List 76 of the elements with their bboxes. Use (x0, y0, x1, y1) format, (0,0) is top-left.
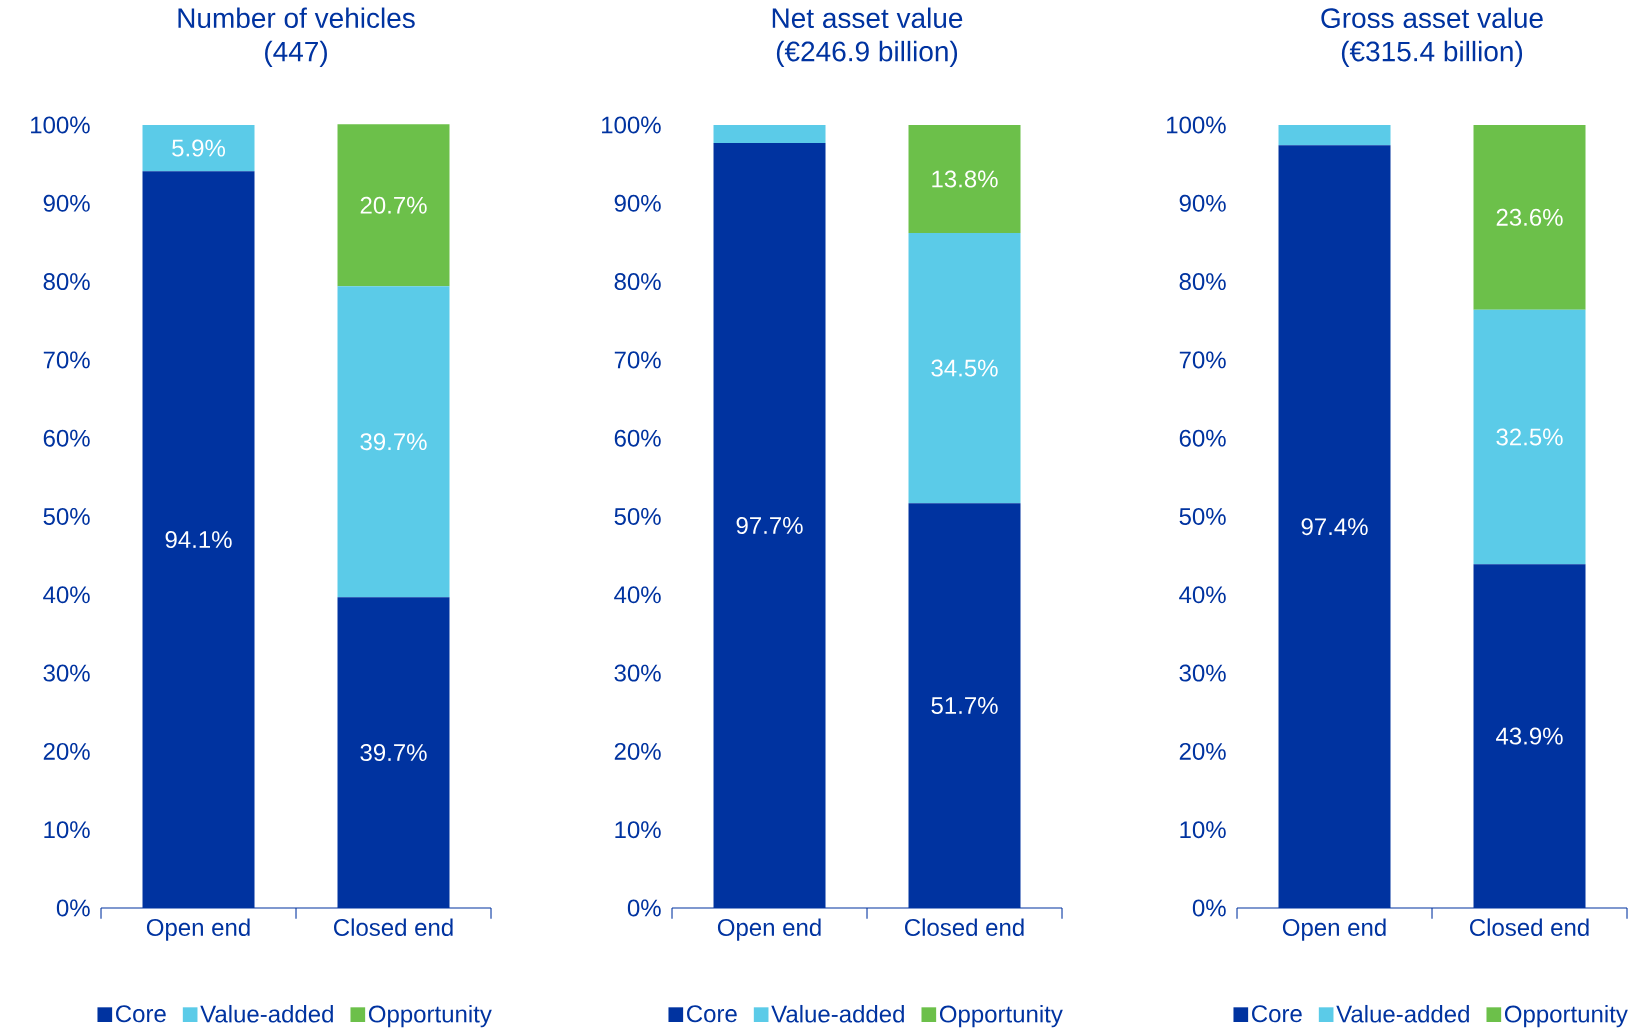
y-tick-label: 10% (615, 821, 661, 839)
data-label: 23.6% (1496, 208, 1563, 226)
data-label: 39.7% (360, 744, 427, 762)
y-tick-label: 100% (602, 116, 661, 134)
bar (337, 124, 450, 287)
y-tick-label: 80% (43, 273, 90, 291)
legend-label: Value-added (200, 1004, 333, 1023)
y-tick-label: 90% (43, 194, 90, 212)
y-tick-label: 50% (614, 507, 661, 525)
data-label: 51.7% (931, 697, 998, 715)
bar (1473, 124, 1586, 310)
y-tick-label: 60% (43, 429, 90, 447)
y-tick-label: 20% (1179, 742, 1226, 760)
legend-label: Opportunity (939, 1004, 1063, 1028)
data-label: 13.8% (932, 170, 998, 188)
chart-subtitle: (447) (265, 40, 327, 67)
y-tick-label: 30% (614, 664, 661, 682)
legend-label: Opportunity (368, 1004, 492, 1028)
y-tick-label: 70% (614, 351, 661, 369)
y-tick-label: 40% (614, 586, 661, 604)
y-tick-label: 60% (1179, 429, 1226, 447)
y-tick-label: 90% (1179, 194, 1226, 212)
chart-title: Number of vehicles (178, 7, 415, 29)
data-label: 5.9% (172, 139, 226, 157)
legend-label: Value-added (1336, 1004, 1469, 1023)
bar (1473, 309, 1586, 565)
data-label: 39.7% (360, 433, 427, 451)
y-tick-label: 100% (1167, 116, 1226, 134)
bar (142, 124, 255, 172)
y-tick-label: 20% (614, 742, 661, 760)
x-tick-label: Closed end (334, 918, 453, 936)
data-label: 34.5% (931, 359, 998, 377)
data-label: 32.5% (1496, 428, 1563, 446)
bar (908, 124, 1021, 234)
y-tick-label: 70% (1179, 351, 1226, 369)
legend-label: Opportunity (1504, 1004, 1628, 1028)
data-label: 20.7% (360, 196, 427, 214)
y-tick-label: 80% (1179, 273, 1226, 291)
y-tick-label: 60% (614, 429, 661, 447)
y-tick-label: 20% (43, 742, 90, 760)
legend-label: Core (1252, 1005, 1302, 1023)
legend-label: Value-added (771, 1004, 904, 1023)
data-label: 97.4% (1301, 518, 1368, 536)
y-tick-label: 40% (1179, 586, 1226, 604)
bar (337, 286, 450, 598)
chart-subtitle: (€315.4 billion) (1341, 40, 1523, 67)
y-tick-label: 30% (43, 664, 90, 682)
y-tick-label: 50% (43, 507, 90, 525)
legend-label: Core (687, 1005, 737, 1023)
y-tick-label: 50% (1179, 507, 1226, 525)
data-label: 97.7% (736, 516, 803, 534)
y-tick-label: 80% (614, 273, 661, 291)
data-label: 43.9% (1496, 727, 1563, 745)
data-label: 94.1% (165, 531, 232, 549)
y-tick-label: 10% (1180, 821, 1226, 839)
x-tick-label: Closed end (905, 918, 1024, 936)
x-tick-label: Closed end (1470, 918, 1589, 936)
bar (713, 124, 826, 143)
chart-title: Gross asset value (1321, 7, 1543, 29)
y-tick-label: 0% (627, 899, 661, 917)
y-tick-label: 90% (614, 194, 661, 212)
y-tick-label: 70% (43, 351, 90, 369)
y-tick-label: 10% (44, 821, 90, 839)
legend-label: Core (116, 1005, 166, 1023)
x-tick-label: Open end (717, 918, 821, 941)
y-tick-label: 100% (31, 116, 90, 134)
y-tick-label: 0% (1192, 899, 1226, 917)
y-tick-label: 30% (1179, 664, 1226, 682)
x-tick-label: Open end (146, 918, 250, 941)
y-tick-label: 40% (43, 586, 90, 604)
y-tick-label: 0% (56, 899, 90, 917)
x-tick-label: Open end (1282, 918, 1386, 941)
chart-title: Net asset value (772, 7, 963, 29)
bar (1278, 124, 1391, 146)
chart-subtitle: (€246.9 billion) (776, 40, 958, 67)
bar (908, 233, 1021, 504)
